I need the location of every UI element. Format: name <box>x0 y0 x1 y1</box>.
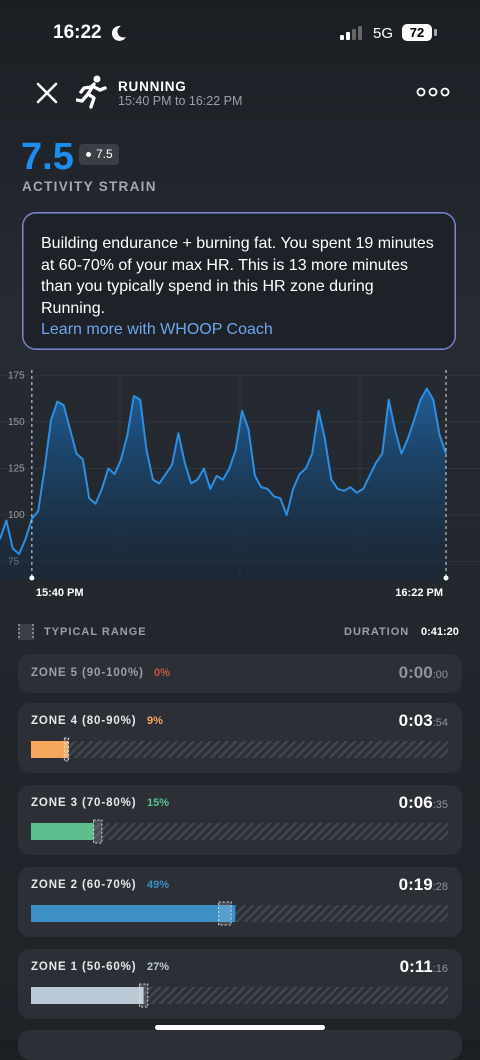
coach-message: Building endurance + burning fat. You sp… <box>41 235 434 317</box>
zone-time-main: 0:00 <box>398 663 433 682</box>
moon-icon <box>111 25 126 41</box>
typical-range-label: TYPICAL RANGE <box>44 626 147 638</box>
zone-time-main: 0:11 <box>399 957 433 976</box>
strain-badge: 7.5 <box>79 144 119 165</box>
typical-range <box>138 983 149 1008</box>
x-tick-label: 15:40 PM <box>36 587 84 599</box>
y-tick-label: 125 <box>8 463 25 474</box>
next-card <box>18 1030 462 1060</box>
strain-value: 7.5 <box>21 136 74 178</box>
y-tick-label: 175 <box>8 371 25 382</box>
y-tick-label: 100 <box>8 510 25 521</box>
time-marker-dot <box>29 575 35 581</box>
bar-fill <box>31 905 236 922</box>
y-tick-label: 150 <box>8 417 25 428</box>
typical-range <box>218 901 232 926</box>
zone-time: 0:03:54 <box>399 711 448 731</box>
zone-bar <box>31 901 448 926</box>
zone-card: ZONE 1 (50-60%) 27% 0:11:16 <box>18 949 462 1019</box>
x-tick-label: 16:22 PM <box>395 587 443 599</box>
home-indicator <box>155 1025 325 1030</box>
zone-time: 0:00:00 <box>399 663 448 683</box>
zone-bar <box>31 983 448 1008</box>
zone-time: 0:19:28 <box>399 875 448 895</box>
duration-label: DURATION <box>344 626 410 638</box>
typical-range <box>93 819 103 844</box>
bar-track <box>31 823 448 840</box>
zone-name: ZONE 3 (70-80%) <box>31 797 137 809</box>
typical-range-icon <box>18 624 34 640</box>
zone-name: ZONE 1 (50-60%) <box>31 961 137 973</box>
more-button[interactable] <box>416 86 450 98</box>
zone-percent: 0% <box>154 667 170 679</box>
zone-card: ZONE 2 (60-70%) 49% 0:19:28 <box>18 867 462 937</box>
zone-name: ZONE 5 (90-100%) <box>31 667 144 679</box>
zone-time-seconds: :35 <box>432 799 448 811</box>
zone-time-seconds: :28 <box>432 881 448 893</box>
zone-time-seconds: :16 <box>432 963 448 975</box>
zone-time-main: 0:06 <box>398 793 433 812</box>
zone-percent: 9% <box>147 715 163 727</box>
zone-time: 0:11:16 <box>400 957 448 977</box>
bar-track <box>31 741 448 758</box>
line <box>0 387 447 555</box>
duration-value: 0:41:20 <box>421 626 459 638</box>
zone-percent: 49% <box>147 879 170 891</box>
zone-card: ZONE 4 (80-90%) 9% 0:03:54 <box>18 703 462 773</box>
runner-icon <box>76 75 107 109</box>
zone-time-seconds: :00 <box>432 669 448 681</box>
bar-fill <box>31 741 69 758</box>
zone-time-main: 0:19 <box>398 875 433 894</box>
battery: 72 <box>402 24 432 41</box>
zone-card: ZONE 3 (70-80%) 15% 0:06:35 <box>18 785 462 855</box>
bar-fill <box>31 823 94 840</box>
typical-range <box>63 737 70 762</box>
badge-value: 7.5 <box>96 147 113 161</box>
battery-tip <box>434 29 437 36</box>
strain-label: ACTIVITY STRAIN <box>22 179 157 194</box>
activity-title: RUNNING <box>118 79 187 94</box>
zone-name: ZONE 4 (80-90%) <box>31 715 137 727</box>
zone-time: 0:06:35 <box>399 793 448 813</box>
zone-bar <box>31 819 448 844</box>
clock: 16:22 <box>53 22 102 43</box>
time-marker-dot <box>443 575 449 581</box>
zone-percent: 15% <box>147 797 170 809</box>
network: 5G <box>373 25 394 42</box>
zone-percent: 27% <box>147 961 170 973</box>
area <box>0 388 446 580</box>
badge-dot <box>86 152 91 157</box>
activity-time: 15:40 PM to 16:22 PM <box>118 94 243 108</box>
zone-card: ZONE 5 (90-100%) 0% 0:00:00 <box>18 654 462 693</box>
zone-bar <box>31 737 448 762</box>
close-button[interactable] <box>36 82 58 104</box>
zone-time-seconds: :54 <box>432 717 448 729</box>
coach-card: Building endurance + burning fat. You sp… <box>22 212 456 350</box>
bar-fill <box>31 987 144 1004</box>
signal-icon <box>340 26 362 40</box>
coach-link[interactable]: Learn more with WHOOP Coach <box>41 321 273 338</box>
zone-time-main: 0:03 <box>398 711 433 730</box>
zone-name: ZONE 2 (60-70%) <box>31 879 137 891</box>
